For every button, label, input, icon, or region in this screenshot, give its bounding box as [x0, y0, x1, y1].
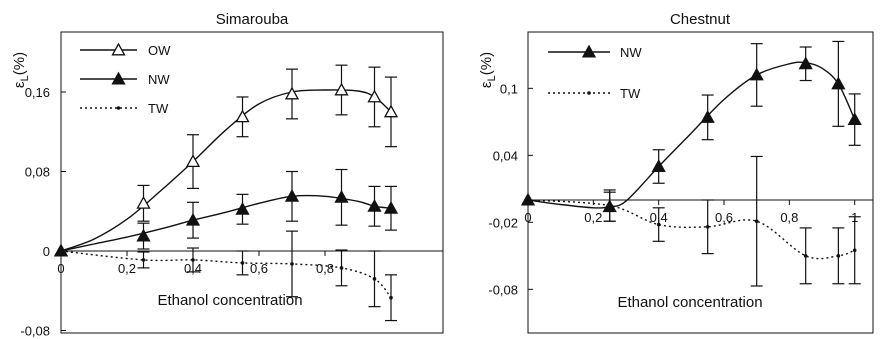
- data-point: [705, 225, 710, 229]
- data-point: [185, 212, 201, 226]
- data-point: [754, 219, 759, 224]
- y-tick-label: 0,08: [25, 165, 50, 180]
- data-point: [526, 198, 530, 202]
- data-point: [240, 261, 245, 265]
- data-point: [852, 248, 857, 253]
- series-line: [60, 250, 392, 299]
- x-tick-label: 0,8: [780, 210, 798, 225]
- data-point: [191, 258, 195, 262]
- y-axis-label: εL(%): [478, 52, 498, 88]
- data-point: [831, 76, 846, 90]
- data-point: [656, 222, 661, 227]
- x-tick-label: 0: [57, 261, 64, 276]
- data-point: [607, 203, 612, 208]
- plot-frame: [527, 31, 874, 334]
- data-point: [59, 249, 63, 253]
- legend-marker: [111, 71, 126, 85]
- series-tw: [526, 155, 861, 287]
- y-tick-label: 0,16: [25, 85, 50, 100]
- data-point: [284, 86, 300, 100]
- x-tick-label: 0,6: [715, 210, 733, 225]
- y-axis-label: εL(%): [11, 52, 31, 88]
- legend-marker: [116, 106, 121, 110]
- series-nw: [53, 168, 399, 257]
- data-point: [141, 258, 146, 262]
- legend-label: TW: [148, 101, 169, 116]
- data-point: [339, 266, 344, 270]
- legend-label: OW: [148, 43, 171, 58]
- chart-chestnut: Chestnut-0,08-0,020,040,100,20,40,60,81E…: [478, 11, 874, 334]
- legend-marker: [111, 42, 126, 56]
- y-tick-label: -0,08: [488, 282, 518, 297]
- series-tw: [59, 230, 397, 322]
- data-point: [284, 189, 300, 202]
- legend-label: NW: [620, 45, 642, 60]
- data-point: [749, 67, 764, 81]
- y-tick-label: 0,1: [500, 81, 518, 96]
- data-point: [136, 228, 151, 242]
- y-tick-label: -0,08: [20, 324, 50, 339]
- data-point: [803, 254, 808, 258]
- x-tick-label: 0,2: [584, 210, 602, 225]
- x-axis-label: Ethanol concentration: [617, 294, 762, 311]
- data-point: [235, 109, 250, 123]
- y-tick-label: 0: [43, 244, 50, 259]
- data-point: [847, 112, 862, 126]
- legend-marker: [587, 91, 591, 95]
- data-point: [383, 104, 399, 118]
- legend-label: TW: [620, 86, 641, 101]
- legend-label: NW: [148, 72, 170, 87]
- data-point: [136, 195, 151, 209]
- data-point: [235, 201, 250, 215]
- data-point: [798, 56, 813, 70]
- data-point: [372, 277, 377, 281]
- data-point: [334, 189, 349, 203]
- legend-marker: [581, 44, 597, 58]
- series-nw: [520, 40, 862, 222]
- data-point: [383, 200, 399, 214]
- data-point: [367, 198, 382, 212]
- data-point: [836, 254, 841, 258]
- data-point: [290, 262, 294, 266]
- plot-frame: [60, 31, 444, 334]
- chart-title: Simarouba: [216, 11, 289, 28]
- x-tick-label: 0,6: [250, 261, 268, 276]
- data-point: [651, 159, 666, 172]
- y-tick-label: 0,04: [493, 148, 518, 163]
- series-ow: [53, 64, 399, 257]
- x-tick-label: 0: [524, 210, 531, 225]
- data-point: [389, 295, 393, 300]
- x-tick-label: 0,2: [118, 261, 136, 276]
- data-point: [700, 110, 715, 123]
- chart-title: Chestnut: [670, 11, 731, 28]
- data-point: [185, 154, 201, 168]
- series-line: [527, 61, 856, 209]
- x-tick-label: 0,8: [316, 261, 334, 276]
- x-axis-label: Ethanol concentration: [157, 292, 302, 309]
- data-point: [367, 89, 382, 103]
- data-point: [334, 82, 349, 96]
- y-tick-label: -0,02: [488, 215, 518, 230]
